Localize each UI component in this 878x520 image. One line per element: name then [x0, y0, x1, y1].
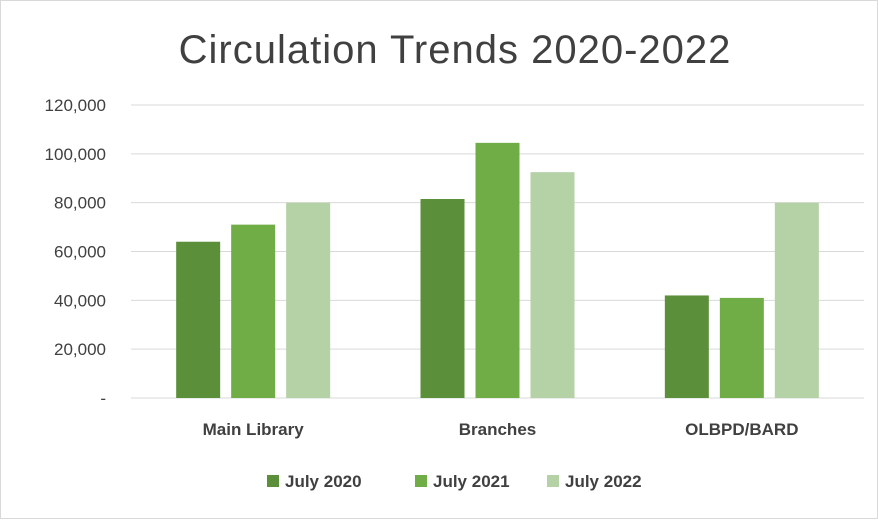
- legend-swatch: [415, 475, 427, 487]
- y-tick-label: -: [100, 389, 106, 408]
- y-tick-label: 80,000: [54, 194, 106, 213]
- y-tick-label: 100,000: [45, 145, 106, 164]
- legend-label: July 2020: [285, 472, 362, 491]
- chart-title: Circulation Trends 2020-2022: [179, 28, 732, 72]
- legend-swatch: [547, 475, 559, 487]
- legend-label: July 2022: [565, 472, 642, 491]
- legend: July 2020 July 2021 July 2022: [267, 472, 642, 491]
- legend-swatch: [267, 475, 279, 487]
- y-tick-label: 20,000: [54, 340, 106, 359]
- bar-july-2020-branches: [420, 199, 465, 398]
- bar-july-2021-branches: [475, 142, 520, 398]
- bar-july-2022-branches: [530, 172, 575, 398]
- x-tick-label: Main Library: [203, 420, 305, 439]
- bar-july-2020-main-library: [176, 241, 221, 398]
- bar-july-2022-olbpd-bard: [774, 202, 819, 398]
- legend-label: July 2021: [433, 472, 510, 491]
- bars: [176, 142, 819, 398]
- y-tick-label: 120,000: [45, 96, 106, 115]
- bar-july-2020-olbpd-bard: [664, 295, 709, 398]
- y-axis-ticks: - 20,000 40,000 60,000 80,000 100,000 120,000: [45, 96, 106, 408]
- x-tick-label: Branches: [459, 420, 536, 439]
- x-axis-ticks: Main Library Branches OLBPD/BARD: [203, 420, 799, 439]
- x-tick-label: OLBPD/BARD: [685, 420, 798, 439]
- bar-july-2021-olbpd-bard: [719, 297, 764, 398]
- y-tick-label: 40,000: [54, 291, 106, 310]
- y-tick-label: 60,000: [54, 243, 106, 262]
- bar-july-2021-main-library: [231, 224, 276, 398]
- bar-july-2022-main-library: [286, 202, 331, 398]
